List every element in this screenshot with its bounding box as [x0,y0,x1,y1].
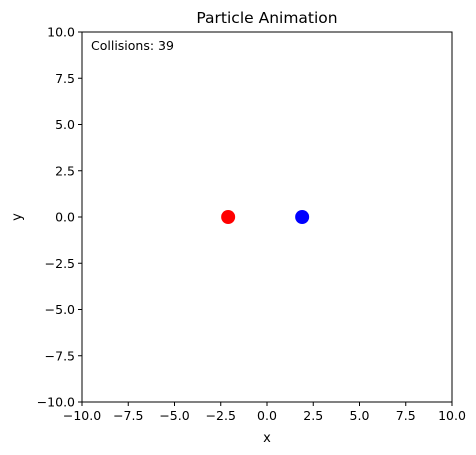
x-axis-label: x [263,431,271,446]
x-tick-label: 0.0 [257,408,277,423]
y-tick-label: 7.5 [55,71,75,86]
x-tick-label: 7.5 [396,408,416,423]
y-tick-label: 0.0 [55,210,75,225]
y-axis-label: y [10,213,25,221]
y-tick-label: 10.0 [47,25,75,40]
y-tick-label: −7.5 [45,348,75,363]
y-tick-label: −10.0 [37,395,75,410]
y-tick-label: −2.5 [45,256,75,271]
x-tick-label: −5.0 [159,408,189,423]
y-tick-label: 5.0 [55,117,75,132]
x-tick-label: −7.5 [113,408,143,423]
particles [221,210,310,224]
x-tick-label: −2.5 [206,408,236,423]
particle-point-1 [221,210,236,224]
plot-frame [81,31,453,403]
chart-title: Particle Animation [196,9,337,27]
collisions-annotation: Collisions: 39 [91,38,174,53]
y-tick-label: −5.0 [45,302,75,317]
x-tick-label: −10.0 [63,408,101,423]
x-tick-label: 5.0 [350,408,370,423]
y-tick-label: 2.5 [55,163,75,178]
y-axis-ticks: −10.0 −7.5 −5.0 −2.5 0.0 2.5 5.0 7.5 10.0 [37,25,82,410]
particle-point-2 [295,210,310,224]
x-tick-label: 2.5 [303,408,323,423]
x-tick-label: 10.0 [438,408,466,423]
x-axis-ticks: −10.0 −7.5 −5.0 −2.5 0.0 2.5 5.0 7.5 10.0 [63,402,466,423]
